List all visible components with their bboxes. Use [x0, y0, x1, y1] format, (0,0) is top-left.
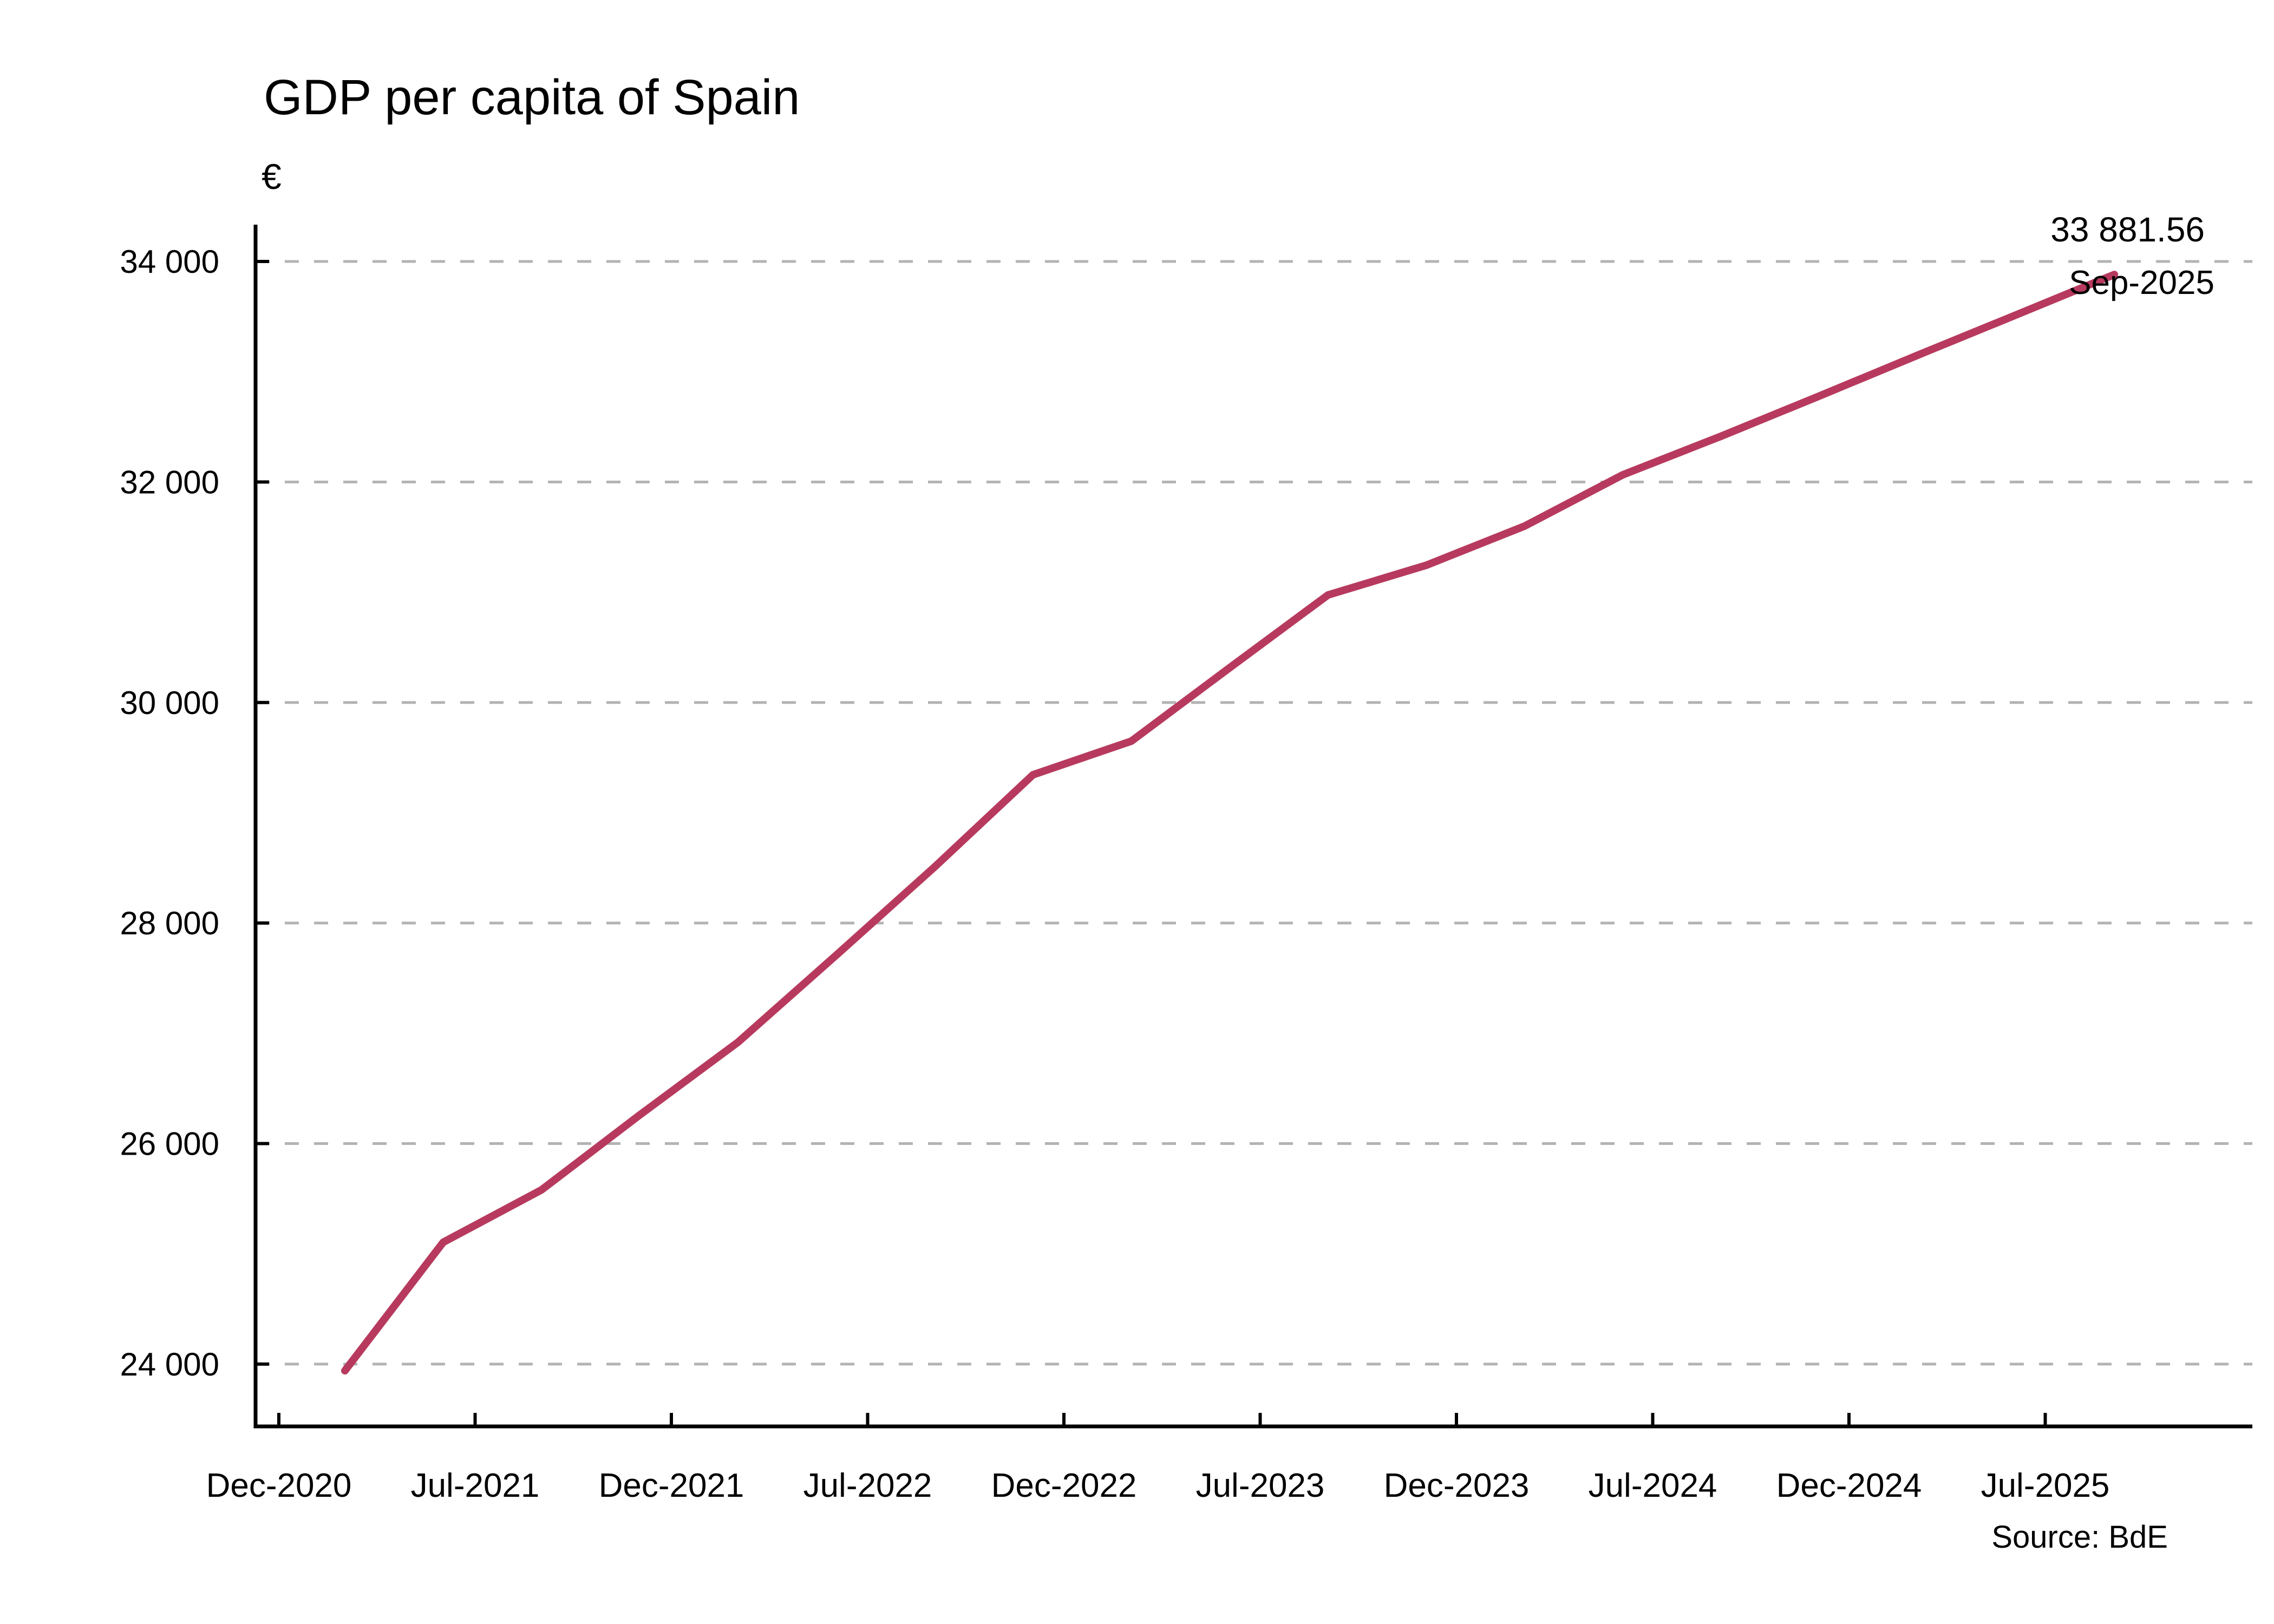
- x-tick-label-Dec-2022: Dec-2022: [991, 1467, 1137, 1504]
- last-value-annotation: 33 881.56 Sep-2025: [2050, 210, 2214, 300]
- last-value-date: Sep-2025: [2069, 264, 2214, 302]
- y-tick-label-24000: 24 000: [120, 1346, 219, 1383]
- x-tick-label-Jul-2024: Jul-2024: [1589, 1467, 1717, 1504]
- axes: [253, 225, 2252, 1429]
- x-tick-label-Dec-2020: Dec-2020: [206, 1467, 352, 1504]
- y-tick-label-32000: 32 000: [120, 464, 219, 500]
- x-tick-label-Jul-2023: Jul-2023: [1196, 1467, 1325, 1504]
- x-tick-label-Dec-2024: Dec-2024: [1776, 1467, 1922, 1504]
- x-tick-label-Jul-2022: Jul-2022: [803, 1467, 932, 1504]
- chart-title: GDP per capita of Spain: [264, 70, 800, 125]
- x-tick-label-Jul-2025: Jul-2025: [1981, 1467, 2110, 1504]
- x-tick-label-Dec-2021: Dec-2021: [599, 1467, 744, 1504]
- y-tick-label-30000: 30 000: [120, 685, 219, 721]
- y-tick-label-28000: 28 000: [120, 905, 219, 941]
- y-tick-label-34000: 34 000: [120, 244, 219, 280]
- last-value-number: 33 881.56: [2050, 210, 2205, 249]
- y-axis-unit-label: €: [262, 156, 282, 197]
- y-tick-label-26000: 26 000: [120, 1126, 219, 1162]
- gdp-series-line: [341, 271, 2119, 1375]
- source-attribution: Source: BdE: [1991, 1520, 2168, 1555]
- x-tick-label-Dec-2023: Dec-2023: [1384, 1467, 1530, 1504]
- x-tick-label-Jul-2021: Jul-2021: [411, 1467, 540, 1504]
